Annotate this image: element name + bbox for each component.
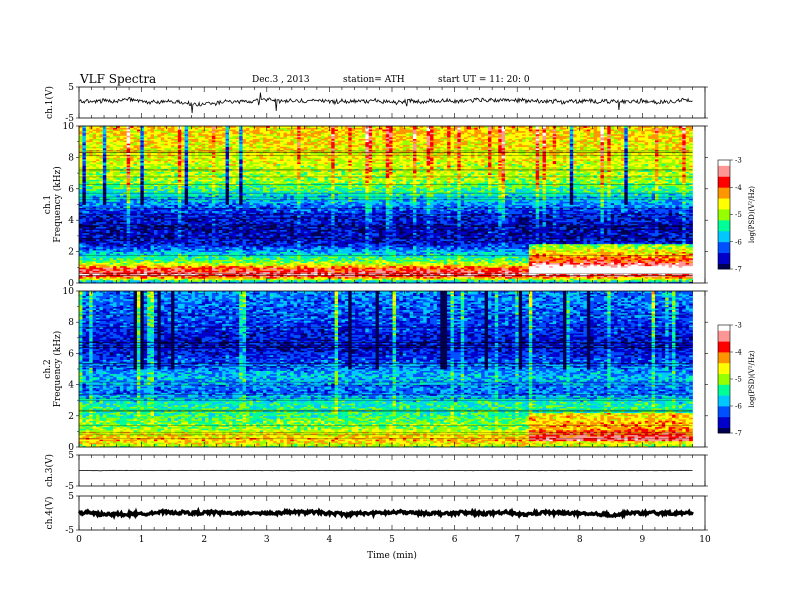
ch1-waveform: 5-5ch.1(V) (44, 83, 708, 124)
station-label: station= ATH (343, 75, 405, 85)
date-label: Dec.3 , 2013 (252, 75, 310, 85)
y-tick-label: 5 (68, 83, 74, 93)
figure-title: VLF Spectra (79, 72, 156, 86)
vlf-spectra-figure: VLF Spectra Dec.3 , 2013 station= ATH st… (0, 0, 792, 612)
start-time-label: start UT = 11: 20: 0 (438, 75, 530, 85)
waveform-trace (79, 93, 693, 114)
spectrogram-cells (79, 126, 693, 283)
y-axis-label: ch.1(V) (44, 86, 55, 119)
